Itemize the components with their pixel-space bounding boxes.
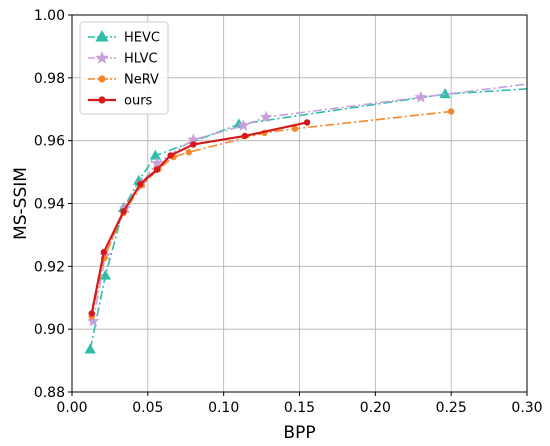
series-ours bbox=[88, 119, 311, 317]
x-tick-label: 0.25 bbox=[436, 400, 467, 416]
data-point-hevc bbox=[149, 149, 162, 160]
y-tick-label: 0.98 bbox=[34, 71, 65, 87]
legend-marker bbox=[95, 30, 109, 42]
x-tick-label: 0.05 bbox=[132, 400, 163, 416]
data-point-nerv bbox=[291, 125, 299, 132]
data-point-hlvc bbox=[259, 110, 273, 123]
legend-item-nerv: NeRV bbox=[88, 73, 159, 88]
legend-label: NeRV bbox=[124, 73, 159, 88]
data-point-nerv bbox=[447, 108, 455, 115]
data-point-ours bbox=[137, 180, 144, 188]
y-tick-label: 0.94 bbox=[34, 197, 65, 213]
plot-series bbox=[84, 83, 528, 354]
y-tick-label: 0.92 bbox=[34, 259, 65, 275]
series-line-hevc bbox=[89, 88, 528, 350]
y-tick-label: 0.90 bbox=[34, 322, 65, 338]
x-tick-label: 0.15 bbox=[284, 400, 315, 416]
data-point-hlvc bbox=[87, 314, 100, 327]
x-tick-label: 0.20 bbox=[360, 400, 391, 416]
y-tick-label: 0.96 bbox=[34, 134, 65, 150]
legend-label: ours bbox=[124, 94, 153, 109]
legend: HEVC HLVC NeRV ours bbox=[79, 21, 169, 115]
legend-item-ours: ours bbox=[88, 94, 153, 109]
data-point-hlvc bbox=[414, 90, 428, 103]
x-tick-label: 0.00 bbox=[56, 400, 87, 416]
data-point-ours bbox=[120, 208, 127, 215]
data-point-ours bbox=[241, 132, 249, 140]
legend-marker bbox=[98, 96, 106, 104]
series-line-nerv bbox=[90, 110, 452, 317]
y-tick-label: 0.88 bbox=[34, 385, 65, 401]
data-point-hevc bbox=[84, 343, 96, 354]
legend-box bbox=[79, 21, 169, 115]
y-axis-label: MS-SSIM bbox=[11, 167, 31, 240]
legend-label: HEVC bbox=[124, 31, 160, 46]
x-tick-label: 0.10 bbox=[208, 400, 239, 416]
data-point-hlvc bbox=[150, 156, 164, 169]
x-axis-label: BPP bbox=[283, 423, 315, 443]
legend-marker bbox=[98, 75, 106, 83]
data-point-nerv bbox=[185, 149, 192, 156]
data-point-hevc bbox=[439, 88, 451, 99]
data-point-ours bbox=[153, 166, 161, 173]
data-point-hlvc bbox=[237, 119, 250, 131]
data-point-ours bbox=[167, 152, 174, 159]
legend-marker bbox=[95, 51, 109, 64]
x-tick-label: 0.30 bbox=[511, 400, 542, 416]
legend-item-hlvc: HLVC bbox=[88, 51, 158, 67]
axis-ticks: 0.00 0.05 0.10 0.15 0.20 0.25 0.30 0.88 0.90 0.92… bbox=[34, 8, 543, 416]
data-point-hevc bbox=[99, 269, 112, 280]
data-point-ours bbox=[88, 310, 95, 317]
legend-label: HLVC bbox=[124, 52, 158, 67]
data-point-ours bbox=[303, 119, 311, 126]
legend-item-hevc: HEVC bbox=[88, 30, 160, 46]
data-point-ours bbox=[190, 141, 197, 148]
data-point-ours bbox=[100, 248, 108, 256]
y-tick-label: 1.00 bbox=[34, 8, 65, 24]
data-point-hlvc bbox=[187, 133, 200, 145]
